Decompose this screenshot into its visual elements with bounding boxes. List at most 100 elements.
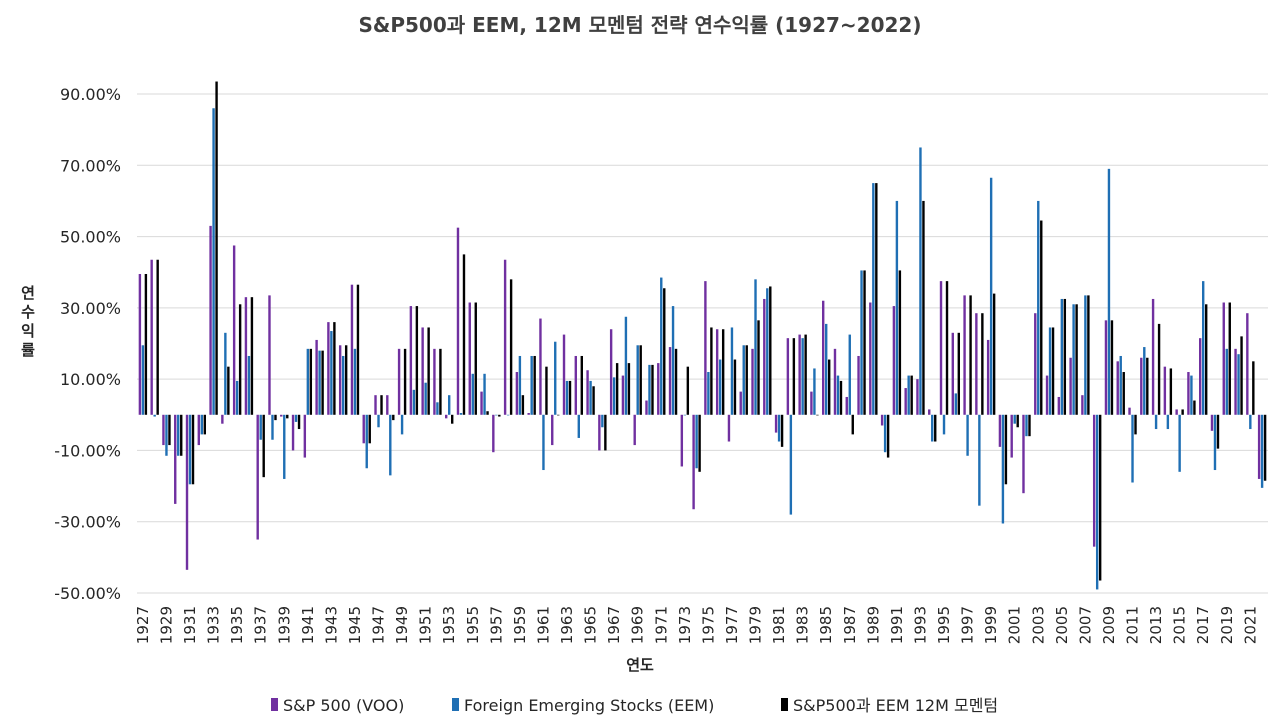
bar-3 (945, 281, 949, 415)
bar-3 (168, 414, 171, 446)
bar-3 (733, 359, 737, 415)
x-tick-label: 1979 (747, 606, 765, 644)
legend: S&P 500 (VOO) Foreign Emerging Stocks (EE… (271, 696, 998, 715)
bar-2 (188, 414, 192, 485)
bar-2 (1260, 414, 1264, 488)
x-tick-label: 1955 (464, 606, 482, 644)
bar-2 (1060, 298, 1064, 415)
bar-2 (978, 414, 981, 506)
bar-2 (565, 380, 569, 415)
bar-2 (424, 382, 427, 415)
bar-3 (969, 295, 972, 415)
x-tick-label: 1939 (275, 606, 293, 644)
bar-3 (580, 355, 583, 415)
bar-1 (1246, 313, 1249, 415)
bar-2 (530, 355, 533, 415)
bar-1 (386, 395, 389, 415)
x-tick-label: 2015 (1171, 606, 1189, 644)
bar-2 (306, 348, 310, 415)
bar-2 (341, 355, 345, 415)
bar-1 (551, 414, 554, 446)
bar-1 (268, 295, 271, 415)
bar-2 (1013, 414, 1016, 424)
bar-1 (221, 414, 224, 424)
bar-1 (1140, 357, 1143, 415)
bar-1 (350, 284, 354, 415)
bar-1 (975, 313, 978, 415)
bar-3 (686, 366, 690, 415)
bar-1 (880, 414, 884, 426)
bar-2 (883, 414, 887, 453)
x-tick-label: 1987 (841, 606, 859, 644)
bar-3 (1075, 304, 1078, 415)
bar-2 (224, 332, 227, 415)
x-tick-label: 1967 (605, 606, 623, 644)
bar-3 (439, 348, 442, 415)
x-tick-label: 1985 (817, 606, 835, 644)
bar-2 (247, 355, 251, 415)
bar-1 (303, 414, 307, 458)
bar-1 (197, 414, 200, 446)
bar-3 (1040, 220, 1043, 415)
legend-label: Foreign Emerging Stocks (EEM) (464, 696, 714, 715)
bar-3 (1134, 414, 1137, 435)
bar-1 (1163, 366, 1167, 415)
bar-1 (857, 355, 860, 415)
bar-2 (919, 147, 922, 415)
bar-2 (1048, 327, 1052, 415)
bar-3 (380, 395, 383, 415)
bar-1 (574, 355, 577, 415)
bar-2 (813, 368, 816, 415)
bar-3 (875, 183, 878, 415)
x-tick-label: 1951 (417, 606, 435, 644)
legend-swatch (781, 698, 788, 711)
bar-3 (486, 411, 489, 415)
bar-2 (400, 414, 404, 435)
bar-3 (297, 414, 301, 430)
bar-3 (1004, 414, 1008, 485)
bar-2 (1225, 348, 1228, 415)
bar-2 (200, 414, 203, 435)
bar-2 (907, 375, 910, 415)
bar-2 (683, 414, 687, 416)
x-tick-label: 1953 (440, 606, 458, 644)
bar-3 (451, 414, 454, 424)
x-tick-label: 2003 (1029, 606, 1047, 644)
bar-2 (942, 414, 946, 435)
bar-2 (353, 348, 357, 415)
bar-1 (1116, 361, 1119, 415)
bar-3 (1240, 336, 1243, 415)
bar-3 (804, 334, 807, 415)
x-tick-label: 1991 (888, 606, 906, 644)
bar-2 (436, 402, 439, 415)
bar-1 (209, 225, 212, 415)
bar-2 (1166, 414, 1170, 430)
bar-2 (777, 414, 781, 442)
bar-2 (365, 414, 368, 469)
bar-2 (153, 414, 156, 417)
bar-2 (612, 377, 616, 415)
bar-3 (898, 270, 902, 415)
bar-3 (615, 363, 619, 415)
bar-1 (421, 327, 424, 415)
bar-2 (742, 345, 745, 415)
x-tick-label: 1997 (959, 606, 977, 644)
bar-3 (674, 348, 678, 415)
bar-1 (327, 322, 330, 415)
x-tick-label: 1977 (723, 606, 741, 644)
bar-1 (986, 339, 990, 415)
bar-3 (592, 386, 595, 415)
x-tick-label: 2011 (1124, 606, 1142, 644)
bar-1 (1081, 395, 1084, 415)
bar-1 (374, 395, 377, 415)
bar-2 (177, 414, 180, 456)
bar-1 (456, 227, 460, 415)
bar-1 (869, 302, 872, 415)
bar-2 (825, 323, 828, 415)
bar-3 (839, 380, 843, 415)
bar-3 (992, 293, 996, 415)
bar-2 (471, 373, 474, 415)
bar-2 (601, 414, 604, 428)
x-tick-label: 1961 (534, 606, 552, 644)
bar-2 (848, 334, 851, 415)
